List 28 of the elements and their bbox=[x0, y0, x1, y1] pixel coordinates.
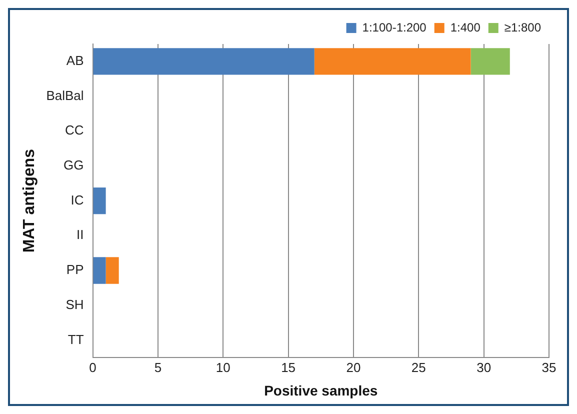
y-tick-label: SH bbox=[66, 296, 84, 312]
y-axis-title: MAT antigens bbox=[21, 148, 38, 253]
y-tick-label: IC bbox=[70, 192, 84, 208]
x-tick-label: 10 bbox=[216, 360, 230, 375]
bar bbox=[93, 48, 314, 75]
x-tick-label: 5 bbox=[154, 360, 162, 375]
x-axis-title: Positive samples bbox=[264, 382, 378, 398]
y-tick-label: PP bbox=[66, 262, 84, 278]
legend-label: ≥1:800 bbox=[504, 20, 542, 34]
y-tick-label: AB bbox=[66, 53, 84, 68]
x-tick-label: 15 bbox=[281, 360, 296, 375]
x-tick-label: 25 bbox=[411, 360, 426, 375]
y-tick-label: GG bbox=[64, 158, 84, 173]
y-tick-label: TT bbox=[68, 332, 84, 347]
x-tick-label: 35 bbox=[542, 360, 556, 375]
bar bbox=[93, 187, 106, 214]
y-tick-label: BalBal bbox=[46, 88, 84, 103]
y-tick-label: II bbox=[76, 227, 84, 242]
bar bbox=[314, 48, 471, 75]
x-tick-label: 20 bbox=[346, 360, 361, 375]
x-tick-label: 0 bbox=[89, 360, 96, 375]
x-tick-label: 30 bbox=[476, 360, 492, 375]
bar bbox=[470, 48, 510, 75]
y-tick-label: CC bbox=[64, 122, 84, 138]
legend-label: 1:400 bbox=[450, 20, 481, 34]
legend-label: 1:100-1:200 bbox=[362, 20, 427, 34]
bar bbox=[93, 257, 106, 284]
bar bbox=[106, 257, 119, 284]
